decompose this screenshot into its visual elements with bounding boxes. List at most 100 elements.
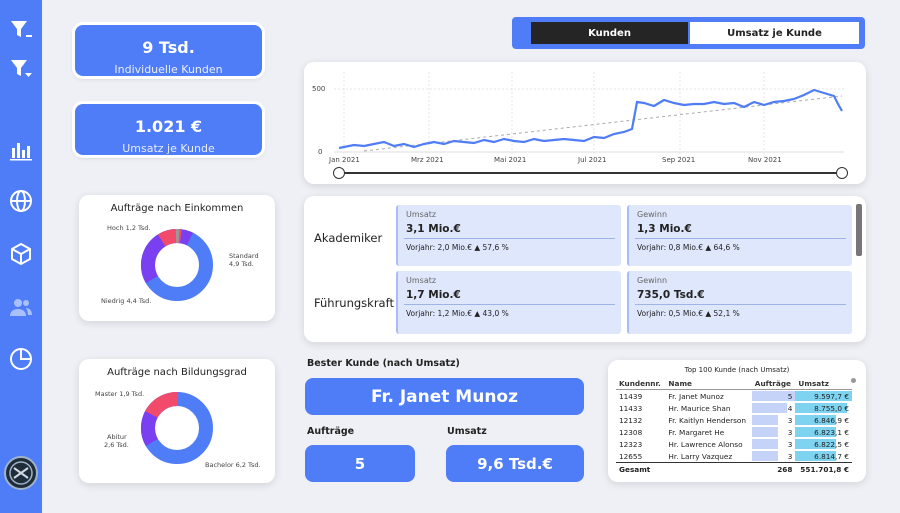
cell-name: Hr. Maurice Shan	[668, 403, 731, 413]
best-customer-revenue-value: 9,6 Tsd.€	[446, 445, 584, 482]
top100-table: Kundennr. Name Aufträge Umsatz 11439 Fr. …	[616, 377, 852, 475]
metric-title: Umsatz	[406, 210, 437, 219]
col-header-id[interactable]: Kundennr.	[619, 378, 661, 388]
filter-clear-icon[interactable]	[7, 16, 35, 44]
x-tick: Jul 2021	[578, 156, 607, 164]
row-label-executive: Führungskraft	[314, 296, 394, 310]
pie-chart-icon[interactable]	[7, 345, 35, 373]
line-chart-card: 500 0 Jan 2021 Mrz 2021 Mai 2021 Jul 202…	[304, 62, 866, 184]
kpi-revenue-per-customer: 1.021 € Umsatz je Kunde	[75, 104, 262, 155]
label-bachelor: Bachelor 6,2 Tsd.	[205, 461, 261, 469]
y-tick: 0	[318, 148, 323, 156]
metrics-card: Akademiker Führungskraft Umsatz 3,1 Mio.…	[304, 196, 866, 342]
x-tick: Sep 2021	[662, 156, 696, 164]
best-customer-orders-label: Aufträge	[307, 426, 355, 437]
donut-education-card: Aufträge nach Bildungsgrad Master 1,9 Ts…	[79, 359, 275, 483]
metric-value: 1,7 Mio.€	[406, 289, 461, 301]
total-label: Gesamt	[619, 464, 651, 474]
globe-icon[interactable]	[7, 187, 35, 215]
cell-name: Hr. Larry Vazquez	[668, 451, 733, 461]
x-tick: Mai 2021	[494, 156, 527, 164]
metric-academic-profit: Gewinn 1,3 Mio.€ Vorjahr: 0,8 Mio.€ ▲ 64…	[627, 205, 852, 266]
label-standard: Standard	[229, 252, 259, 260]
cell-name: Hr. Lawrence Alonso	[668, 439, 743, 449]
metric-previous-year: Vorjahr: 2,0 Mio.€ ▲ 57,6 %	[406, 243, 509, 252]
slider-start-handle[interactable]	[333, 167, 345, 179]
view-toggle: Kunden Umsatz je Kunde	[512, 17, 865, 49]
x-tick: Jan 2021	[329, 156, 360, 164]
sidebar	[0, 0, 42, 513]
cell-revenue: 6.822,5 €	[795, 438, 852, 450]
metric-title: Gewinn	[637, 210, 668, 219]
label-abitur-value: 2,6 Tsd.	[104, 441, 129, 449]
cell-orders: 3	[751, 438, 796, 450]
cube-icon[interactable]	[7, 240, 35, 268]
total-orders: 268	[777, 464, 793, 474]
donut-education-title: Aufträge nach Bildungsgrad	[107, 367, 247, 378]
metric-academic-revenue: Umsatz 3,1 Mio.€ Vorjahr: 2,0 Mio.€ ▲ 57…	[396, 205, 621, 266]
label-abitur: Abitur	[107, 433, 127, 441]
cell-orders: 3	[751, 414, 796, 426]
label-master: Master 1,9 Tsd.	[95, 390, 145, 398]
table-row[interactable]: 12655 Hr. Larry Vazquez 3 6.814,7 €	[616, 450, 852, 463]
donut-education-chart	[141, 392, 213, 464]
top100-title: Top 100 Kunde (nach Umsatz)	[684, 366, 790, 374]
metric-previous-year: Vorjahr: 0,8 Mio.€ ▲ 64,6 %	[637, 243, 740, 252]
metric-title: Umsatz	[406, 276, 437, 285]
col-header-revenue[interactable]: Umsatz	[798, 378, 829, 388]
filter-dropdown-icon[interactable]	[7, 55, 35, 83]
table-row[interactable]: 11433 Hr. Maurice Shan 4 8.755,0 €	[616, 402, 852, 414]
label-standard-value: 4,9 Tsd.	[229, 260, 254, 268]
kpi-value: 9 Tsd.	[142, 38, 195, 57]
cell-name: Fr. Kaitlyn Henderson	[668, 415, 746, 425]
cell-revenue: 6.846,9 €	[795, 414, 852, 426]
cell-revenue: 8.755,0 €	[795, 402, 852, 414]
metric-value: 1,3 Mio.€	[637, 223, 692, 235]
metric-value: 735,0 Tsd.€	[637, 289, 705, 301]
label-high: Hoch 1,2 Tsd.	[107, 224, 151, 232]
cell-orders: 3	[751, 426, 796, 438]
cell-revenue: 6.823,1 €	[795, 426, 852, 438]
table-row[interactable]: 11439 Fr. Janet Munoz 5 9.597,7 €	[616, 390, 852, 403]
row-label-academic: Akademiker	[314, 231, 383, 245]
table-row[interactable]: 12323 Hr. Lawrence Alonso 3 6.822,5 €	[616, 438, 852, 450]
best-customer-heading: Bester Kunde (nach Umsatz)	[307, 358, 460, 369]
y-tick: 500	[312, 85, 326, 93]
cell-revenue: 6.814,7 €	[795, 450, 852, 463]
cell-id: 12655	[619, 451, 643, 461]
cell-orders: 3	[751, 450, 796, 463]
kpi-label: Umsatz je Kunde	[122, 142, 215, 155]
cell-id: 12308	[619, 427, 643, 437]
toggle-customers[interactable]: Kunden	[531, 22, 688, 44]
cell-revenue: 9.597,7 €	[795, 390, 852, 403]
label-low: Niedrig 4,4 Tsd.	[101, 297, 152, 305]
toggle-revenue-per-customer[interactable]: Umsatz je Kunde	[690, 22, 859, 44]
table-row[interactable]: 12308 Fr. Margaret He 3 6.823,1 €	[616, 426, 852, 438]
cell-name: Fr. Janet Munoz	[668, 391, 724, 401]
company-logo	[4, 456, 38, 490]
donut-income-card: Aufträge nach Einkommen Hoch 1,2 Tsd. St…	[79, 195, 275, 321]
metric-previous-year: Vorjahr: 0,5 Mio.€ ▲ 52,1 %	[637, 309, 740, 318]
slider-end-handle[interactable]	[836, 167, 848, 179]
more-options-icon[interactable]	[851, 378, 856, 383]
cell-id: 11439	[619, 391, 643, 401]
metric-executive-profit: Gewinn 735,0 Tsd.€ Vorjahr: 0,5 Mio.€ ▲ …	[627, 271, 852, 334]
bar-chart-icon[interactable]	[7, 136, 35, 164]
donut-income-chart	[141, 229, 213, 301]
x-tick: Nov 2021	[748, 156, 782, 164]
table-row[interactable]: 12132 Fr. Kaitlyn Henderson 3 6.846,9 €	[616, 414, 852, 426]
col-header-orders[interactable]: Aufträge	[754, 378, 791, 388]
line-chart	[334, 72, 844, 157]
date-range-slider-track[interactable]	[339, 172, 842, 174]
cell-id: 12132	[619, 415, 643, 425]
col-header-name[interactable]: Name	[668, 378, 693, 388]
cell-id: 12323	[619, 439, 643, 449]
best-customer-name: Fr. Janet Munoz	[305, 378, 584, 415]
best-customer-revenue-label: Umsatz	[447, 426, 487, 437]
kpi-label: Individuelle Kunden	[114, 63, 223, 76]
metric-title: Gewinn	[637, 276, 668, 285]
total-revenue: 551.701,8 €	[800, 464, 849, 474]
cell-orders: 5	[751, 390, 796, 403]
scrollbar[interactable]	[856, 204, 862, 256]
users-icon[interactable]	[7, 293, 35, 321]
